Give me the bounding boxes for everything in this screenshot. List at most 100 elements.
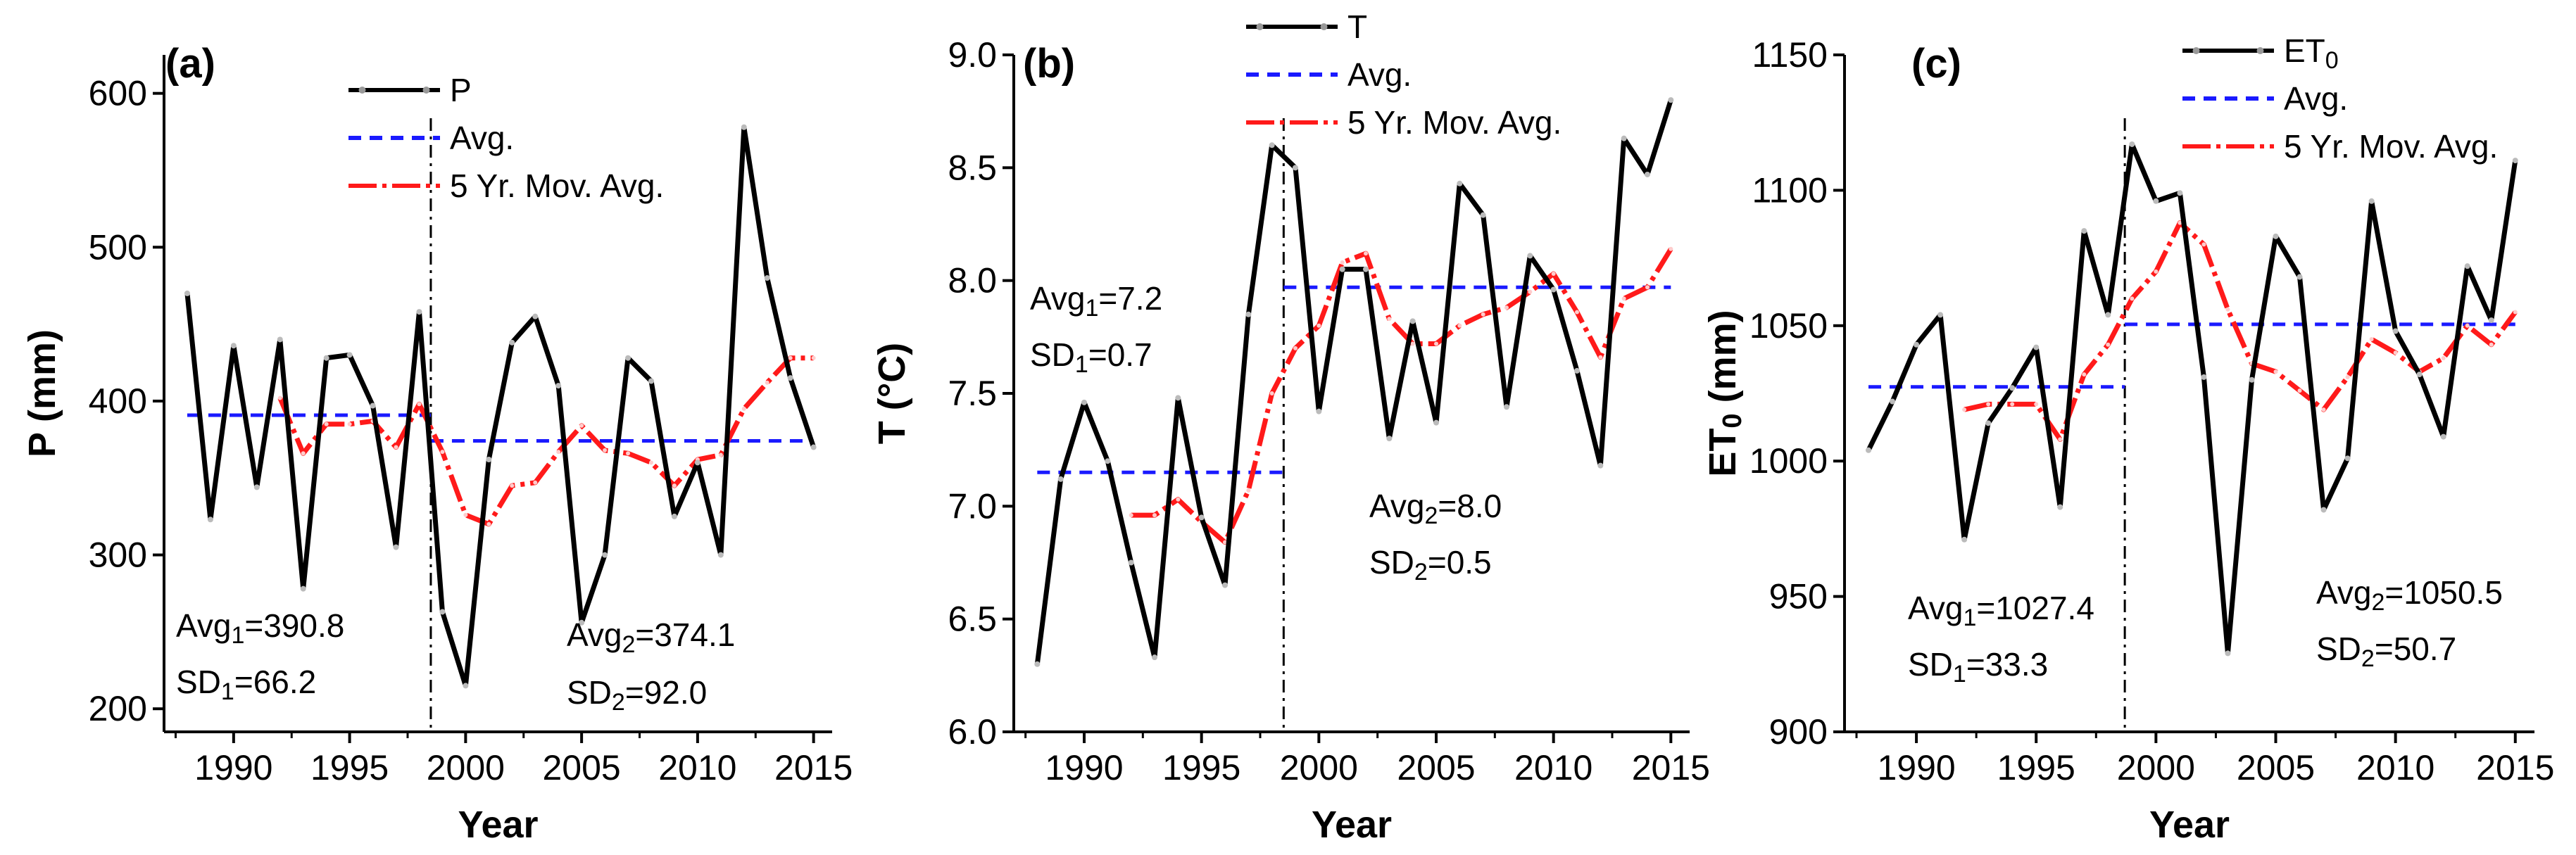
moving-avg-point [324,422,329,426]
x-tick-label: 2010 [2356,748,2434,787]
legend-label: 5 Yr. Mov. Avg. [450,167,664,204]
main-series-point [1245,311,1252,317]
moving-avg-point [1962,407,1967,412]
legend-label: P [450,72,472,108]
main-series-point [532,313,539,319]
main-series-point [1504,404,1509,410]
main-series-point [463,683,469,689]
moving-avg-point [347,422,352,426]
main-series-point [1128,559,1134,566]
moving-avg-point [2441,355,2446,360]
main-series-point [1597,462,1604,469]
main-series-point [810,444,817,450]
moving-avg-point [1269,391,1274,395]
stat-annotation-sub: 2 [2371,589,2385,616]
main-series-point [717,552,724,558]
main-series-point [1339,266,1345,272]
moving-avg-point [301,451,306,456]
moving-avg-point [1575,310,1579,315]
moving-avg-point [2393,350,2398,355]
moving-avg-point [1317,323,1321,328]
moving-avg-point [1986,402,1991,407]
main-series-point [1409,318,1416,324]
stat-annotation: SD1=0.7 [1030,336,1152,378]
moving-avg-point [1410,341,1415,346]
main-series-point [602,552,608,558]
moving-avg-point [2369,337,2374,342]
main-series-point [1198,514,1205,521]
moving-avg-point [2513,310,2518,315]
y-tick-label: 8.5 [948,148,997,187]
main-series-point [346,352,353,358]
main-series-point [2177,190,2183,196]
main-series-point [1363,266,1369,272]
moving-avg-point [811,355,816,360]
stat-annotation-sub: 2 [1424,502,1438,529]
stat-annotation-sub: 2 [1414,559,1428,585]
main-series-point [2033,344,2040,350]
moving-avg-point [533,480,538,485]
y-axis-title: ET0 (mm) [1702,310,1747,476]
moving-avg-point [1551,272,1556,277]
legend-label: T [1347,8,1367,45]
main-series-point [2392,328,2399,334]
y-axis-title: T (°C) [871,343,913,445]
main-series-point [207,517,213,523]
stat-annotation-value: =8.0 [1438,488,1502,524]
stat-annotation-value: =50.7 [2375,631,2456,667]
x-tick-label: 1995 [1997,748,2075,787]
x-axis-title: Year [2149,804,2230,846]
legend-marker [1256,23,1264,30]
y-axis-title-base: ET [1702,429,1744,477]
main-series-point [2009,385,2016,391]
moving-avg-line [277,355,814,527]
moving-avg-point [2465,323,2470,328]
moving-avg-point [463,512,468,517]
x-tick-label: 1990 [194,748,272,787]
stat-annotation: SD1=66.2 [176,664,316,705]
main-series-point [323,355,329,361]
stat-annotation: SD2=92.0 [567,674,707,716]
main-series-point [1866,447,1872,453]
x-tick-label: 2010 [658,748,736,787]
main-series-point [1293,165,1298,171]
y-tick-label: 900 [1769,712,1828,752]
legend-label: ET0 [2284,32,2339,74]
moving-avg-point [394,445,398,450]
main-series-point [2249,376,2255,383]
main-series-point [625,355,632,361]
stat-annotation-sub: 1 [1963,604,1976,631]
moving-avg-point [510,483,515,488]
y-tick-label: 1150 [1752,35,1828,75]
moving-avg-point [417,402,422,407]
stat-annotation-sub: 1 [231,622,244,649]
main-series-point [1034,661,1041,667]
moving-avg-point [2273,369,2278,374]
legend-label-sub: 0 [2325,47,2339,74]
x-tick-label: 2005 [1397,748,1475,787]
main-series-point [648,378,654,384]
main-series-point [694,460,700,466]
stat-annotation-base: SD [567,674,612,711]
stat-annotation-base: SD [1369,544,1414,581]
x-tick-label: 1995 [310,748,389,787]
x-tick-label: 2005 [543,748,621,787]
main-series-point [253,484,260,490]
stat-annotation-sub: 1 [1085,295,1098,322]
stat-annotation-base: SD [176,664,221,700]
x-tick-label: 2015 [1632,748,1710,787]
moving-avg-point [556,450,561,455]
legend-label: 5 Yr. Mov. Avg. [1347,104,1562,141]
main-series-point [579,619,585,626]
y-tick-label: 7.0 [948,486,997,526]
stat-annotation-base: Avg [2316,574,2371,611]
main-series-line [1866,141,2518,656]
moving-avg-point [1669,246,1673,251]
stat-annotation-sub: 2 [622,631,635,658]
stat-annotation: SD2=0.5 [1369,544,1492,585]
moving-avg-line [1964,220,2518,442]
main-series-point [2512,158,2518,164]
main-series-point [2105,312,2111,318]
stat-annotation-value: =92.0 [625,674,707,711]
